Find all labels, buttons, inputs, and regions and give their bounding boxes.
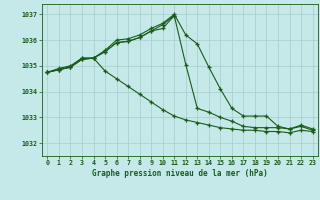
X-axis label: Graphe pression niveau de la mer (hPa): Graphe pression niveau de la mer (hPa) [92,169,268,178]
